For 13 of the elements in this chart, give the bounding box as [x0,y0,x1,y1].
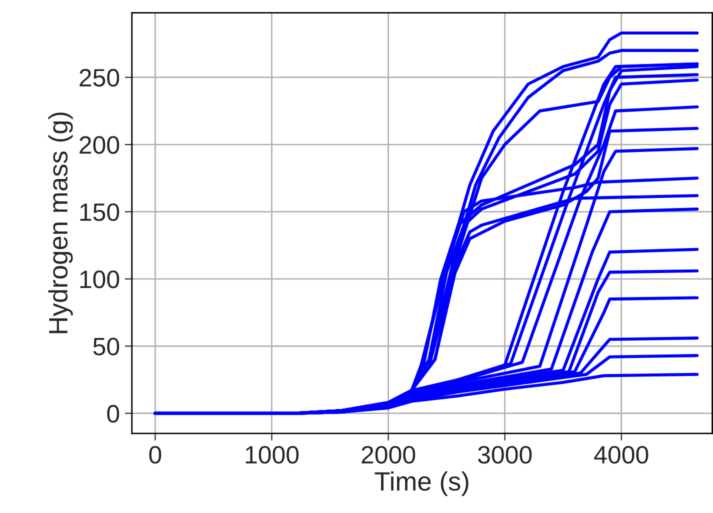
x-axis-title: Time (s) [374,471,468,496]
x-tick-label: 1000 [246,446,299,464]
y-tick-label: 0 [107,404,120,423]
x-tick-label: 2000 [362,446,416,464]
x-tick-label: 3000 [478,446,532,464]
x-tick-label: 4000 [594,446,648,464]
y-tick-label: 150 [80,203,120,222]
y-tick-label: 100 [80,270,120,288]
x-tick-label: 0 [149,446,162,464]
y-tick-label: 250 [80,68,120,87]
y-tick-label: 50 [93,338,120,356]
y-tick-label: 200 [80,136,120,154]
y-axis-title: Hydrogen mass (g) [48,112,73,334]
